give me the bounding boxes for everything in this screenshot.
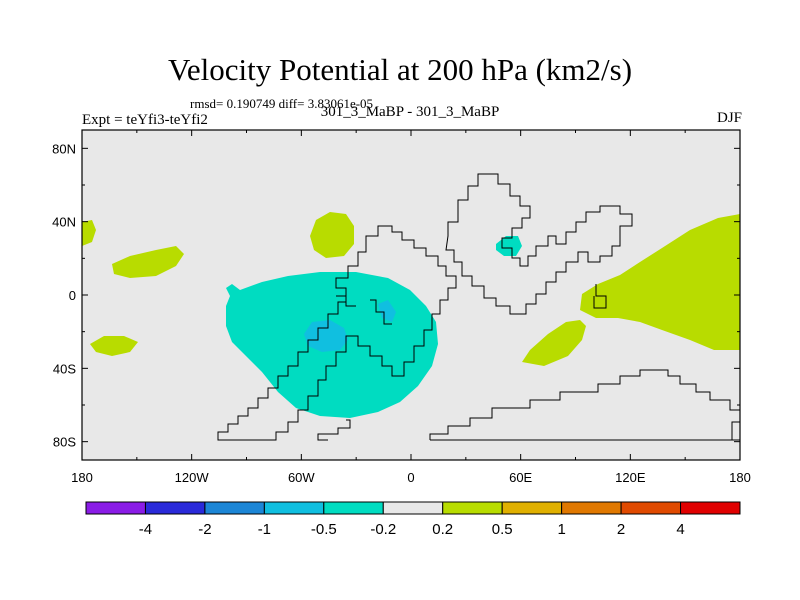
region-negative-core-small — [378, 300, 396, 322]
chart-title: Velocity Potential at 200 hPa (km2/s) — [167, 52, 633, 87]
colorbar-swatch — [442, 501, 503, 515]
colorbar-label: -0.2 — [370, 521, 396, 538]
experiment-label: Expt = teYfi3-teYfi2 — [82, 112, 208, 128]
region-negative-core-main — [304, 320, 348, 352]
colorbar-label: -0.5 — [311, 521, 337, 538]
colorbar-swatch — [85, 501, 146, 515]
x-axis: 180 120W 60W 0 60E 120E 180 — [71, 130, 751, 485]
y-tick-label: 40S — [53, 361, 76, 376]
colorbar-label: -1 — [258, 521, 271, 538]
colorbar-swatch — [263, 501, 325, 515]
colorbar-swatch — [144, 501, 206, 515]
region-positive-indian-ocean — [580, 214, 740, 350]
x-tick-label: 120E — [615, 470, 646, 485]
colorbar-swatch — [204, 501, 265, 515]
colorbar-label: -2 — [198, 521, 211, 538]
colorbar-label: 0.2 — [432, 521, 453, 538]
region-positive-s-pacific — [90, 336, 138, 356]
continent-outlines — [217, 173, 740, 441]
season-label: DJF — [716, 110, 742, 126]
y-tick-label: 80N — [52, 141, 76, 156]
colorbar-swatch — [323, 501, 384, 515]
region-positive-n-pacific — [112, 246, 184, 278]
colorbar-label: 0.5 — [492, 521, 513, 538]
region-positive-dateline — [82, 220, 96, 246]
colorbar-label: 4 — [676, 521, 684, 538]
stats-line: rmsd= 0.190749 diff= 3.83061e-05 — [190, 96, 374, 111]
colorbar-swatch — [382, 501, 444, 515]
y-axis: 80N 40N 0 40S 80S — [52, 141, 740, 450]
region-positive-se-africa — [522, 320, 586, 366]
y-tick-label: 40N — [52, 215, 76, 230]
x-tick-label: 120W — [175, 470, 210, 485]
region-positive-n-atlantic — [310, 212, 354, 258]
colorbar: -4 -2 -1 -0.5 -0.2 0.2 0.5 1 2 4 — [85, 501, 741, 538]
colorbar-swatch — [680, 501, 741, 515]
y-tick-label: 80S — [53, 435, 76, 450]
colorbar-label: 1 — [557, 521, 565, 538]
x-tick-label: 0 — [407, 470, 414, 485]
colorbar-label: 2 — [617, 521, 625, 538]
y-tick-label: 0 — [69, 288, 76, 303]
colorbar-swatch — [561, 501, 622, 515]
x-tick-label: 180 — [729, 470, 751, 485]
colorbar-swatch — [501, 501, 563, 515]
colorbar-swatch — [620, 501, 682, 515]
colorbar-label: -4 — [139, 521, 152, 538]
x-tick-label: 180 — [71, 470, 93, 485]
x-tick-label: 60E — [509, 470, 532, 485]
x-tick-label: 60W — [288, 470, 315, 485]
comparison-label: 301_3_MaBP - 301_3_MaBP — [320, 104, 500, 120]
